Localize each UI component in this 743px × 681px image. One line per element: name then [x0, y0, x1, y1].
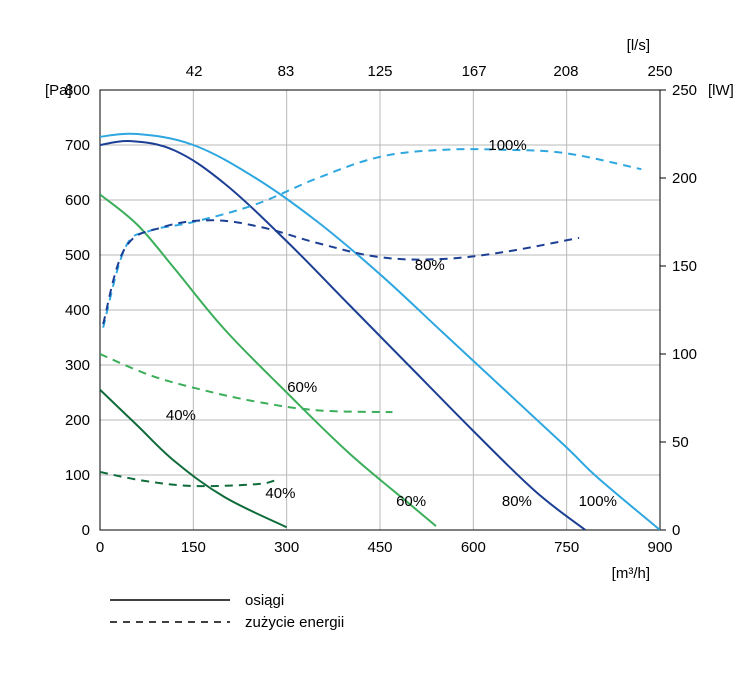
- curve-label-perf_40: 40%: [166, 407, 196, 424]
- xtick-bottom: 900: [647, 539, 672, 556]
- ytick-right: 200: [672, 170, 697, 187]
- ytick-left: 500: [65, 247, 90, 264]
- xtick-top: 208: [553, 63, 578, 80]
- xtick-bottom: 150: [181, 539, 206, 556]
- xtick-top: 42: [186, 63, 203, 80]
- curve-label-energy_40: 40%: [265, 485, 295, 502]
- xtick-bottom: 750: [554, 539, 579, 556]
- xtick-top: 167: [462, 63, 487, 80]
- xtick-top: 125: [367, 63, 392, 80]
- ytick-left: 300: [65, 357, 90, 374]
- axis-unit-left: [Pa]: [45, 82, 72, 99]
- curve-label-perf_100: 100%: [579, 493, 617, 510]
- axis-unit-right: [lW]: [708, 82, 734, 99]
- chart-svg: 100% 80% 60% 40% 100% 80% 60% 40% 0 100 200 300 400 5…: [0, 0, 743, 681]
- xtick-bottom: 450: [367, 539, 392, 556]
- legend-solid-label: osiągi: [245, 592, 284, 609]
- ytick-right: 50: [672, 434, 689, 451]
- curve-label-energy_60: 60%: [287, 379, 317, 396]
- ytick-left: 100: [65, 467, 90, 484]
- ytick-right: 0: [672, 522, 680, 539]
- xtick-bottom: 600: [461, 539, 486, 556]
- xtick-top: 83: [278, 63, 295, 80]
- ytick-left: 200: [65, 412, 90, 429]
- ytick-right: 150: [672, 258, 697, 275]
- fan-performance-chart: 100% 80% 60% 40% 100% 80% 60% 40% 0 100 200 300 400 5…: [0, 0, 743, 681]
- ytick-left: 400: [65, 302, 90, 319]
- curve-label-perf_80: 80%: [502, 493, 532, 510]
- ytick-left: 700: [65, 137, 90, 154]
- axis-unit-bottom: [m³/h]: [612, 565, 650, 582]
- xtick-top: 250: [647, 63, 672, 80]
- axis-unit-top: [l/s]: [627, 37, 650, 54]
- curve-label-energy_80: 80%: [415, 257, 445, 274]
- curve-label-perf_60: 60%: [396, 493, 426, 510]
- ytick-right: 250: [672, 82, 697, 99]
- ytick-right: 100: [672, 346, 697, 363]
- ytick-left: 600: [65, 192, 90, 209]
- legend-dashed-label: zużycie energii: [245, 614, 344, 631]
- curve-label-energy_100: 100%: [488, 137, 526, 154]
- ytick-left: 0: [82, 522, 90, 539]
- xtick-bottom: 0: [96, 539, 104, 556]
- xtick-bottom: 300: [274, 539, 299, 556]
